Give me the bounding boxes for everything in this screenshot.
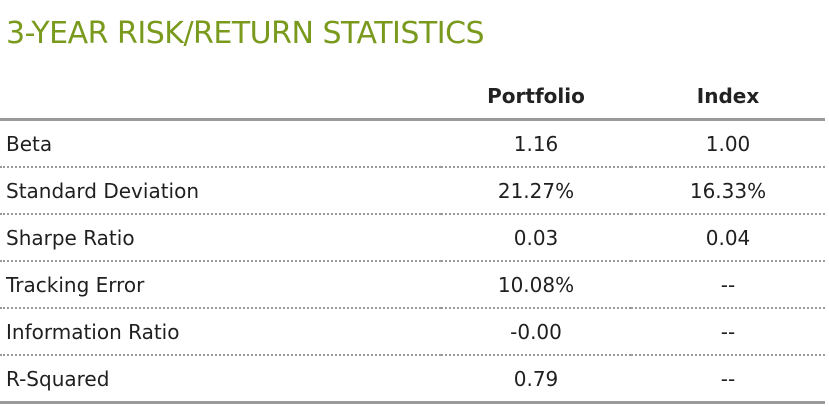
- table-row: Information Ratio -0.00 --: [0, 308, 825, 356]
- portfolio-value: -0.00: [441, 308, 631, 356]
- portfolio-value: 1.16: [441, 119, 631, 168]
- table-row: Beta 1.16 1.00: [0, 119, 825, 168]
- index-value: 0.04: [631, 214, 825, 262]
- index-value: --: [631, 355, 825, 404]
- page-title: 3-YEAR RISK/RETURN STATISTICS: [6, 16, 485, 51]
- table-row: Tracking Error 10.08% --: [0, 261, 825, 309]
- table-header-row: Portfolio Index: [0, 74, 825, 121]
- portfolio-value: 0.03: [441, 214, 631, 262]
- metric-label: R-Squared: [0, 355, 441, 404]
- portfolio-value: 0.79: [441, 355, 631, 404]
- header-index: Index: [631, 74, 825, 121]
- header-portfolio: Portfolio: [441, 74, 631, 121]
- metric-label: Standard Deviation: [0, 167, 441, 215]
- table-row: R-Squared 0.79 --: [0, 355, 825, 404]
- metric-label: Information Ratio: [0, 308, 441, 356]
- index-value: --: [631, 261, 825, 309]
- portfolio-value: 10.08%: [441, 261, 631, 309]
- index-value: 1.00: [631, 119, 825, 168]
- metric-label: Beta: [0, 119, 441, 168]
- metric-label: Sharpe Ratio: [0, 214, 441, 262]
- risk-return-table: Portfolio Index Beta 1.16 1.00 Standard …: [0, 74, 825, 404]
- table-row: Standard Deviation 21.27% 16.33%: [0, 167, 825, 215]
- portfolio-value: 21.27%: [441, 167, 631, 215]
- index-value: --: [631, 308, 825, 356]
- table-row: Sharpe Ratio 0.03 0.04: [0, 214, 825, 262]
- index-value: 16.33%: [631, 167, 825, 215]
- header-metric: [0, 74, 441, 121]
- metric-label: Tracking Error: [0, 261, 441, 309]
